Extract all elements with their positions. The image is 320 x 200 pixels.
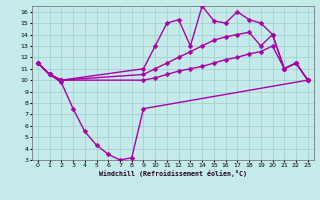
X-axis label: Windchill (Refroidissement éolien,°C): Windchill (Refroidissement éolien,°C) <box>99 170 247 177</box>
